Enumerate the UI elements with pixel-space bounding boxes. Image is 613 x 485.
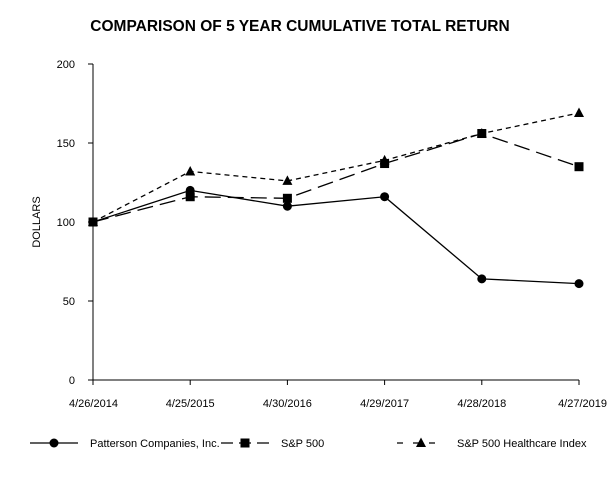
legend-label: S&P 500 Healthcare Index — [457, 438, 587, 450]
series-3 — [88, 107, 584, 226]
legend-label: Patterson Companies, Inc. — [90, 438, 220, 450]
legend-item-2: S&P 500 — [221, 438, 324, 450]
series-layer — [88, 107, 584, 289]
legend: Patterson Companies, Inc. S&P 500 S&P 500 … — [30, 437, 587, 450]
data-point — [282, 201, 292, 211]
x-tick-label: 4/25/2015 — [166, 398, 215, 410]
series-line — [92, 132, 580, 223]
data-point — [477, 274, 487, 284]
series-line — [92, 112, 580, 223]
x-tick-label: 4/30/2016 — [263, 398, 312, 410]
legend-label: S&P 500 — [281, 438, 324, 450]
data-point — [380, 192, 390, 202]
axes: 0 50 100 150 200 4/26/2014 4/25/2015 4/30/2016 4… — [57, 59, 607, 410]
data-point — [476, 128, 487, 138]
legend-marker — [240, 438, 250, 448]
data-point — [574, 107, 584, 117]
data-point — [282, 175, 293, 185]
data-point — [185, 165, 196, 176]
x-tick-label: 4/29/2017 — [360, 398, 409, 410]
data-point — [574, 279, 584, 289]
x-tick-label: 4/28/2018 — [457, 398, 506, 410]
y-tick-label: 0 — [69, 375, 75, 387]
legend-marker — [416, 437, 426, 447]
series-line — [92, 189, 580, 285]
data-point — [282, 193, 292, 203]
data-point — [88, 216, 98, 226]
y-axis-label: DOLLARS — [31, 196, 43, 247]
legend-marker — [49, 438, 59, 448]
chart-title: COMPARISON OF 5 YEAR CUMULATIVE TOTAL RE… — [90, 18, 509, 35]
x-tick-label: 4/26/2014 — [69, 398, 118, 410]
data-point — [185, 192, 195, 202]
y-tick-label: 200 — [57, 59, 75, 71]
data-point — [574, 162, 584, 172]
series-1 — [88, 185, 584, 289]
y-tick-label: 50 — [63, 296, 75, 308]
legend-item-3: S&P 500 Healthcare Index — [397, 437, 587, 450]
y-tick-label: 150 — [57, 138, 75, 150]
series-2 — [88, 129, 584, 227]
data-point — [379, 154, 390, 165]
x-tick-label: 4/27/2019 — [558, 398, 607, 410]
y-tick-label: 100 — [57, 217, 75, 229]
legend-item-1: Patterson Companies, Inc. — [30, 438, 220, 450]
